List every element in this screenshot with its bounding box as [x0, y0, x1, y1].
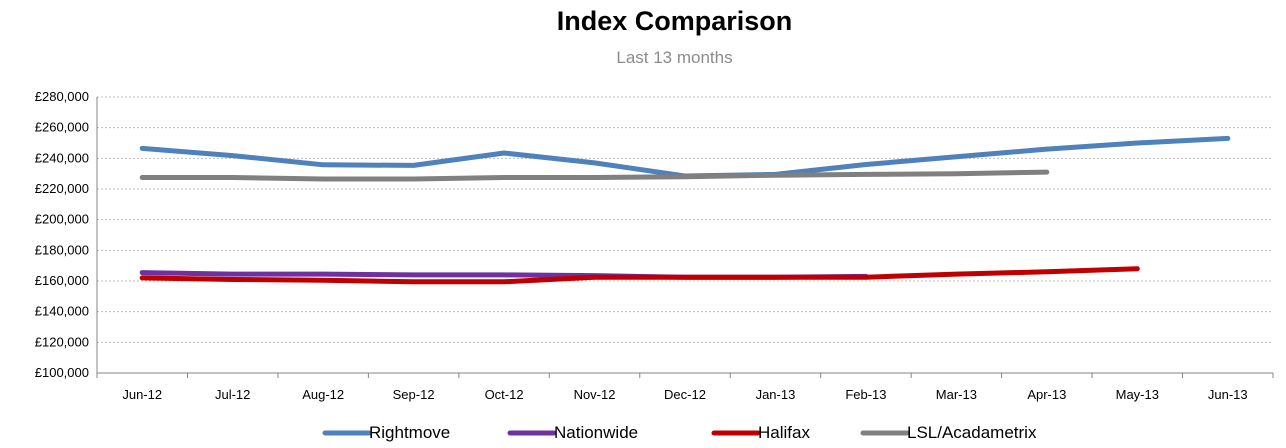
y-tick-label: £200,000	[35, 212, 89, 227]
y-tick-label: £100,000	[35, 365, 89, 380]
x-tick-label: Mar-13	[936, 387, 977, 402]
x-tick-label: Dec-12	[664, 387, 706, 402]
series-line-rightmove	[139, 135, 1231, 179]
y-tick-label: £120,000	[35, 334, 89, 349]
legend-item: Halifax	[711, 423, 810, 442]
series-line-halifax	[139, 266, 1140, 285]
y-tick-label: £140,000	[35, 304, 89, 319]
legend-label: Halifax	[758, 423, 810, 442]
y-tick-label: £160,000	[35, 273, 89, 288]
legend: Rightmove Nationwide Halifax LSL/Acadametri…	[322, 423, 1037, 442]
legend-item: LSL/Acadametrix	[860, 423, 1037, 442]
axes: £100,000 £120,000 £140,000 £160,000 £180,000…	[35, 89, 1274, 402]
x-tick-label: Jul-12	[215, 387, 250, 402]
legend-label: Rightmove	[369, 423, 450, 442]
x-tick-label: Jan-13	[756, 387, 796, 402]
x-tick-label: Feb-13	[845, 387, 886, 402]
x-tick-label: Sep-12	[393, 387, 435, 402]
x-tick-label: Apr-13	[1027, 387, 1066, 402]
x-tick-label: Aug-12	[302, 387, 344, 402]
y-tick-label: £180,000	[35, 242, 89, 257]
chart-subtitle: Last 13 months	[616, 48, 733, 67]
x-tick-label: Jun-13	[1208, 387, 1248, 402]
legend-label: Nationwide	[554, 423, 638, 442]
legend-label: LSL/Acadametrix	[907, 423, 1037, 442]
y-tick-label: £280,000	[35, 89, 89, 104]
gridlines	[97, 96, 1273, 374]
y-tick-label: £220,000	[35, 181, 89, 196]
x-tick-label: May-13	[1116, 387, 1159, 402]
legend-item: Nationwide	[507, 423, 638, 442]
y-tick-label: £240,000	[35, 150, 89, 165]
series-lines	[139, 135, 1231, 285]
legend-item: Rightmove	[322, 423, 450, 442]
y-tick-label: £260,000	[35, 120, 89, 135]
series-line-lsl-acadametrix	[139, 169, 1050, 182]
chart-title: Index Comparison	[556, 6, 793, 36]
x-tick-label: Jun-12	[122, 387, 162, 402]
x-tick-label: Oct-12	[485, 387, 524, 402]
x-tick-label: Nov-12	[574, 387, 616, 402]
